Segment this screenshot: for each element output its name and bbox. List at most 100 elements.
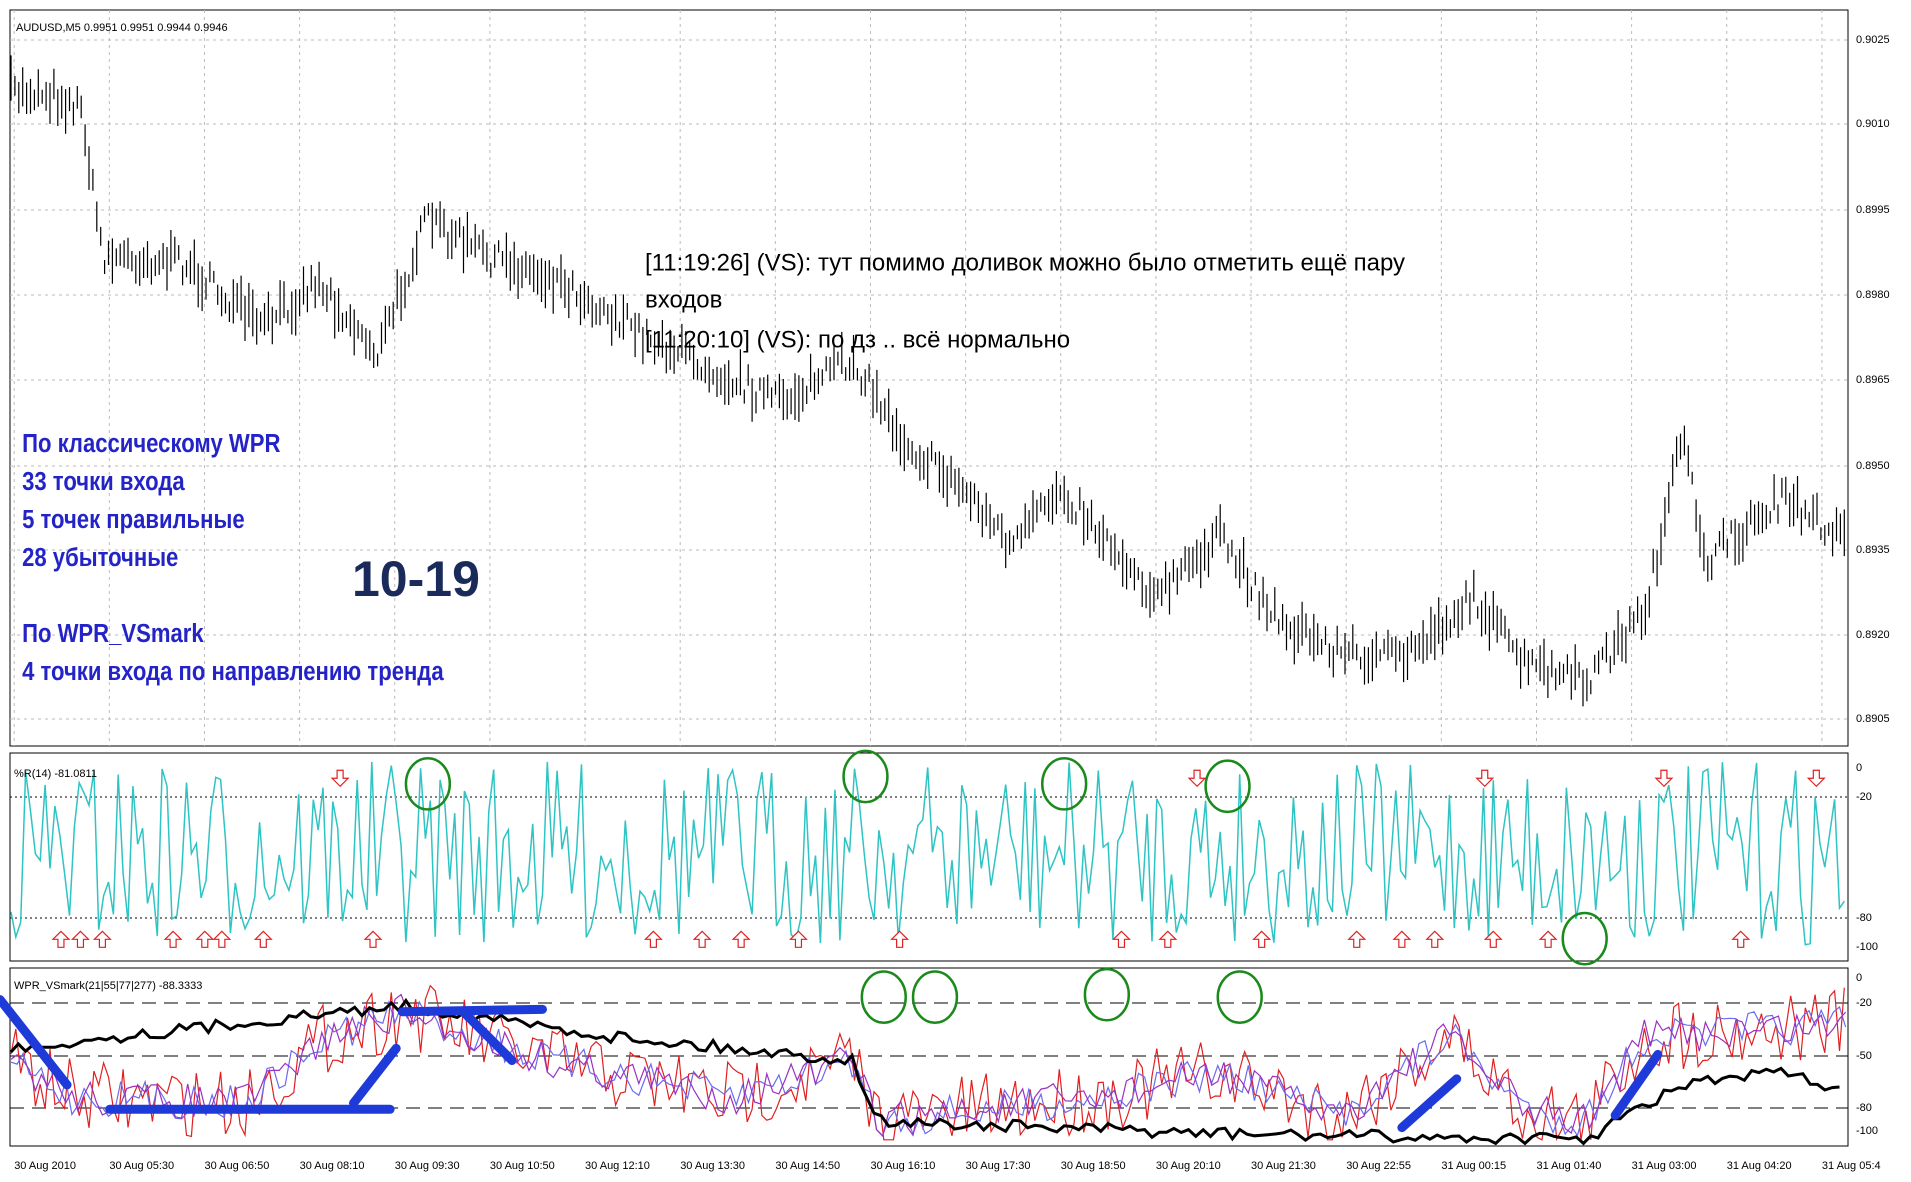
time-label: 30 Aug 13:30 — [680, 1160, 745, 1172]
sell-arrow — [1187, 769, 1207, 788]
price-label: 0.8920 — [1856, 629, 1890, 641]
vsmark-panel — [9, 967, 1849, 1147]
time-label: 31 Aug 05:4 — [1822, 1160, 1881, 1172]
time-label: 30 Aug 18:50 — [1061, 1160, 1126, 1172]
buy-arrow — [1425, 930, 1445, 948]
buy-arrow — [1392, 930, 1412, 948]
time-label: 30 Aug 12:10 — [585, 1160, 650, 1172]
buy-arrow — [71, 930, 90, 948]
buy-arrow — [1158, 930, 1178, 948]
annotation-line: 5 точек правильные — [22, 505, 245, 534]
plots — [0, 55, 1847, 1146]
buy-arrow — [1347, 930, 1367, 948]
blue-arrow — [458, 1007, 517, 1066]
big-label: 10-19 — [352, 551, 480, 607]
buy-arrow — [643, 930, 663, 948]
time-label: 30 Aug 05:30 — [109, 1160, 174, 1172]
vsmark-label: -50 — [1856, 1050, 1872, 1062]
time-label: 30 Aug 14:50 — [775, 1160, 840, 1172]
symbol-line: AUDUSD,M5 0.9951 0.9951 0.9944 0.9946 — [16, 22, 228, 34]
buy-arrow — [1731, 930, 1751, 948]
buy-arrow — [731, 930, 751, 948]
time-label: 31 Aug 01:40 — [1536, 1160, 1601, 1172]
blue-arrow — [1610, 1049, 1663, 1120]
buy-arrow — [692, 930, 712, 948]
price-label: 0.8995 — [1856, 204, 1890, 216]
vsmark-title: WPR_VSmark(21|55|77|277) -88.3333 — [14, 980, 202, 992]
time-label: 30 Aug 20:10 — [1156, 1160, 1221, 1172]
buy-arrow — [363, 930, 383, 948]
signal-circle — [1561, 911, 1608, 966]
annotation-line: 4 точки входа по направлению тренда — [22, 657, 444, 686]
annotation-line: 33 точки входа — [22, 467, 185, 496]
price-label: 0.8965 — [1856, 374, 1890, 386]
candles — [10, 55, 1845, 707]
time-label: 30 Aug 21:30 — [1251, 1160, 1316, 1172]
buy-arrow — [1538, 930, 1558, 948]
signal-circle — [1040, 756, 1088, 811]
annotation-line: 28 убыточные — [22, 543, 178, 572]
vsmark-label: -100 — [1856, 1125, 1878, 1137]
buy-arrow — [1483, 930, 1503, 948]
time-label: 30 Aug 22:55 — [1346, 1160, 1411, 1172]
vsmark-label: 0 — [1856, 972, 1862, 984]
time-label: 30 Aug 2010 — [14, 1160, 76, 1172]
buy-arrow — [51, 930, 71, 948]
indicator-line — [10, 993, 1847, 1138]
buy-arrow — [163, 930, 183, 948]
buy-arrow — [195, 930, 215, 948]
wpr-label: -80 — [1856, 912, 1872, 924]
buy-arrow — [890, 930, 910, 948]
time-label: 30 Aug 09:30 — [395, 1160, 460, 1172]
signal-circle — [1204, 759, 1251, 814]
time-label: 31 Aug 04:20 — [1727, 1160, 1792, 1172]
time-label: 31 Aug 03:00 — [1632, 1160, 1697, 1172]
signal-circle — [911, 970, 959, 1024]
annotation-line: По WPR_VSmark — [22, 619, 204, 648]
indicator-line — [9, 997, 1840, 1146]
price-label: 0.8905 — [1856, 713, 1890, 725]
annotation-line: По классическому WPR — [22, 429, 280, 458]
blue-arrow — [397, 1004, 547, 1017]
sell-arrow — [1654, 769, 1674, 788]
indicator-line — [10, 984, 1845, 1142]
buy-arrow — [92, 930, 112, 948]
price-label: 0.9010 — [1856, 118, 1890, 130]
chat-line: [11:20:10] (VS): по дз .. всё нормально — [645, 326, 1070, 353]
price-label: 0.8935 — [1856, 544, 1890, 556]
wpr-panel — [9, 752, 1849, 962]
chat-line: входов — [645, 286, 722, 313]
sell-arrow — [1475, 769, 1495, 788]
signal-circle — [1083, 967, 1131, 1022]
wpr-label: -20 — [1856, 791, 1872, 803]
blue-arrow — [1397, 1074, 1462, 1133]
buy-arrow — [1252, 930, 1272, 948]
sell-arrow — [1806, 769, 1826, 788]
price-label: 0.8980 — [1856, 289, 1890, 301]
time-label: 30 Aug 06:50 — [204, 1160, 269, 1172]
time-label: 30 Aug 08:10 — [300, 1160, 365, 1172]
signal-circle — [404, 756, 452, 811]
time-label: 31 Aug 00:15 — [1441, 1160, 1506, 1172]
grid — [10, 10, 1848, 1109]
buy-arrow — [1112, 930, 1131, 948]
buy-arrow — [212, 930, 232, 948]
wpr-title: %R(14) -81.0811 — [14, 768, 97, 780]
wpr-label: -100 — [1856, 941, 1878, 953]
wpr-label: 0 — [1856, 762, 1862, 774]
time-label: 30 Aug 10:50 — [490, 1160, 555, 1172]
price-panel — [9, 9, 1849, 747]
indicator-line — [10, 761, 1845, 946]
signal-circle — [860, 970, 907, 1024]
signal-circle — [1216, 970, 1263, 1024]
blue-arrow — [349, 1043, 401, 1108]
vsmark-label: -20 — [1856, 997, 1872, 1009]
signal-circle — [842, 749, 889, 804]
buy-arrow — [253, 930, 273, 948]
buy-arrow — [788, 930, 808, 948]
blue-arrow — [0, 995, 72, 1090]
time-label: 30 Aug 16:10 — [870, 1160, 935, 1172]
chat-line: [11:19:26] (VS): тут помимо доливок можн… — [645, 249, 1405, 276]
price-label: 0.8950 — [1856, 460, 1890, 472]
